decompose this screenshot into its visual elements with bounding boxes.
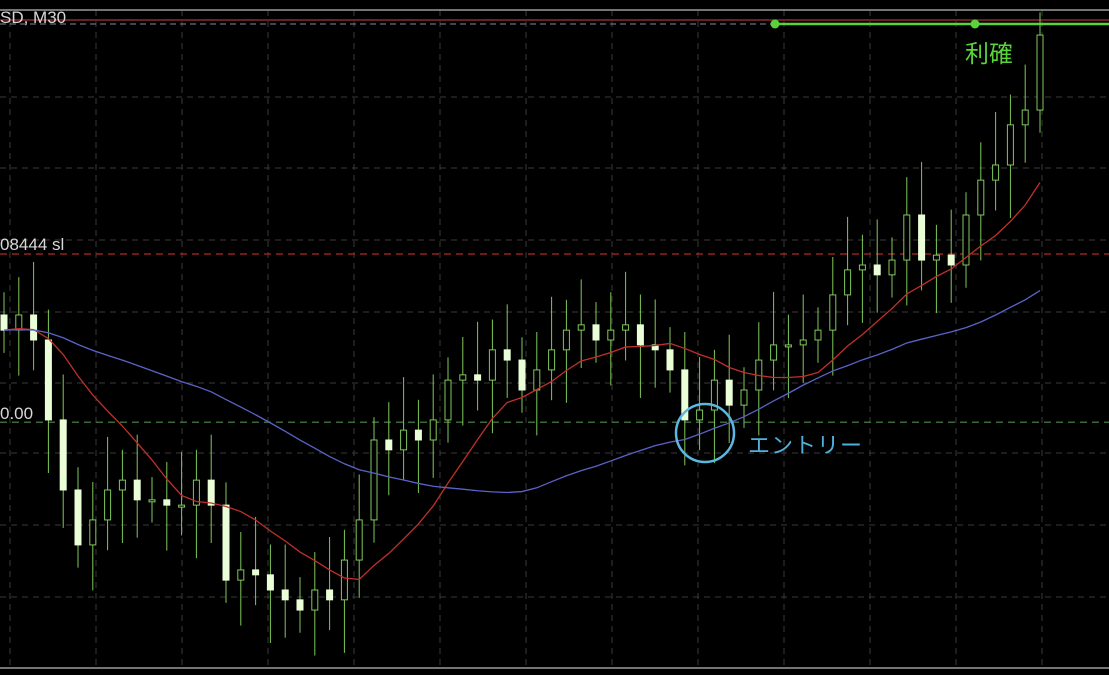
candle-bear (266, 574, 274, 591)
candle-bull (696, 409, 704, 421)
candle-bull (932, 254, 940, 261)
candle-bear (296, 599, 304, 611)
candle-bear (281, 589, 289, 601)
candle-bull (444, 379, 452, 421)
tp-handle-left[interactable] (770, 19, 780, 29)
candle-bull (1006, 124, 1014, 166)
candle-bull (799, 339, 807, 346)
entry-annotation: エントリー (748, 434, 864, 459)
candle-bear (0, 314, 8, 331)
entry-circle (674, 402, 736, 464)
candle-bear (474, 374, 482, 381)
candle-bull (607, 329, 615, 341)
candle-bull (577, 324, 585, 331)
candle-bull (237, 569, 245, 581)
candle-bull (340, 559, 348, 601)
candle-bull (15, 314, 23, 331)
candles (0, 12, 1044, 656)
candle-bear (636, 324, 644, 346)
candle-bull (784, 344, 792, 348)
candle-bull (562, 329, 570, 351)
candle-bear (518, 359, 526, 391)
candle-bear (326, 589, 334, 601)
stop-loss-label: 08444 sl (0, 235, 65, 254)
candle-bear (725, 379, 733, 406)
candle-bear (133, 479, 141, 501)
candle-bull (533, 369, 541, 391)
candle-bull (459, 374, 467, 381)
candle-bear (44, 339, 52, 421)
candle-bear (918, 214, 926, 261)
tp-handle-right[interactable] (970, 19, 980, 29)
candle-bear (873, 264, 881, 276)
candle-bull (178, 504, 186, 508)
candle-bull (622, 324, 630, 331)
candle-bull (710, 379, 718, 411)
candle-bull (370, 439, 378, 521)
candle-bull (1021, 109, 1029, 126)
candle-bull (104, 489, 112, 521)
candle-bull (192, 479, 200, 506)
candle-bear (74, 489, 82, 546)
candle-bull (977, 179, 985, 216)
candle-bull (814, 329, 822, 341)
candle-bull (311, 589, 319, 611)
candle-bull (858, 264, 866, 271)
candle-bull (844, 269, 852, 296)
candle-bull (488, 349, 496, 381)
candle-bear (222, 504, 230, 581)
grid (0, 10, 1109, 668)
candle-bull (148, 499, 156, 503)
candle-bull (992, 164, 1000, 181)
candle-bull (903, 214, 911, 261)
moving-average-slow (3, 290, 1041, 494)
symbol-timeframe-label: SD, M30 (0, 8, 67, 27)
candle-bear (30, 314, 38, 341)
take-profit-annotation: 利確 (965, 40, 1013, 68)
candle-bear (385, 439, 393, 451)
candle-bull (548, 349, 556, 371)
candle-bear (666, 349, 674, 371)
candle-bull (118, 479, 126, 491)
entry-price-label: 0.00 (0, 404, 34, 423)
candle-bear (414, 429, 422, 441)
candle-bear (592, 324, 600, 341)
candle-bull (829, 294, 837, 331)
candle-bull (400, 429, 408, 451)
candle-bull (962, 214, 970, 266)
candle-bear (503, 349, 511, 361)
candle-bear (681, 369, 689, 421)
candle-bull (1036, 34, 1044, 111)
candle-bull (770, 344, 778, 361)
candle-bear (252, 569, 260, 576)
candle-bear (947, 254, 955, 266)
candle-bull (888, 259, 896, 276)
candle-bull (740, 389, 748, 406)
candle-bull (429, 419, 437, 441)
candle-bear (163, 499, 171, 506)
candle-bear (59, 419, 67, 491)
candle-bear (207, 479, 215, 506)
moving-average-fast (3, 182, 1041, 581)
candle-bull (355, 519, 363, 561)
candle-bull (89, 519, 97, 546)
